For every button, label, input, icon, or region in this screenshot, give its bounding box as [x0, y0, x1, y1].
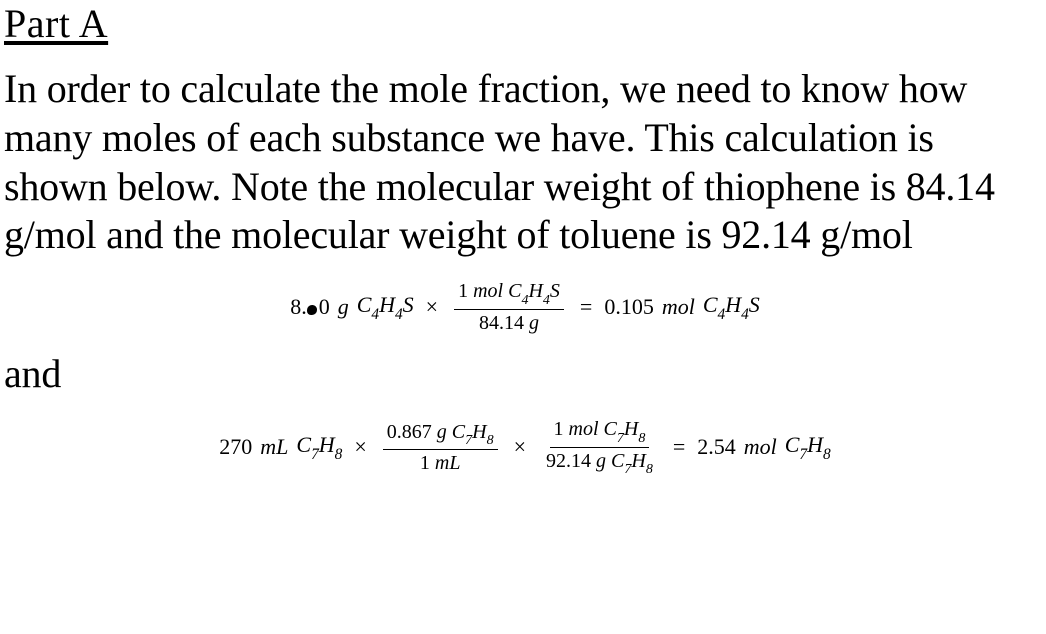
and-text: and	[4, 350, 1046, 399]
eq2-fraction-2: 1 mol C7H8 92.14 g C7H8	[542, 418, 657, 476]
eq1-rhs-value: 0.105	[604, 294, 654, 320]
eq2-fraction-1: 0.867 g C7H8 1 mL	[383, 421, 498, 474]
eq2-lhs-value: 270	[219, 434, 252, 460]
times-symbol: ×	[350, 434, 370, 460]
eq2-rhs-species: C7H8	[785, 432, 831, 462]
eq1-rhs-unit: mol	[662, 294, 695, 320]
times-symbol: ×	[422, 294, 442, 320]
eq2-f1-den-unit: mL	[435, 452, 461, 474]
intro-paragraph: In order to calculate the mole fraction,…	[4, 65, 1046, 260]
eq1-lhs-value: 8.0	[290, 294, 330, 320]
eq2-rhs-unit: mol	[744, 434, 777, 460]
eq1-lhs-unit-g: g	[338, 294, 349, 320]
eq2-f1-num-unit: g	[437, 421, 447, 443]
eq2-f2-num-species: C7H8	[604, 418, 646, 440]
eq1-fraction: 1 mol C4H4S 84.14 g	[454, 280, 564, 333]
eq1-den-val: 84.14	[479, 312, 524, 334]
eq2-rhs-value: 2.54	[697, 434, 736, 460]
eq1-den-unit: g	[529, 312, 539, 334]
eq2-f2-num-unit: mol	[569, 418, 599, 440]
eq2-f2-den-species: C7H8	[611, 450, 653, 472]
eq1-num-species: C4H4S	[508, 280, 560, 302]
equals-symbol: =	[669, 434, 689, 460]
ink-blot-icon	[307, 305, 317, 315]
eq2-f1-den-val: 1	[420, 452, 430, 474]
part-title: Part A	[4, 0, 1046, 47]
eq2-f2-den-val: 92.14	[546, 450, 591, 472]
eq2-f1-num-species: C7H8	[452, 421, 494, 443]
times-symbol: ×	[510, 434, 530, 460]
eq1-rhs-species: C4H4S	[703, 292, 760, 322]
eq1-species-lhs: C4H4S	[357, 292, 414, 322]
eq2-f2-den-unit: g	[596, 450, 606, 472]
equation-toluene-moles: 270 mL C7H8 × 0.867 g C7H8 1 mL × 1 mol …	[4, 418, 1046, 476]
eq2-species-lhs: C7H8	[296, 432, 342, 462]
eq1-num-unit: mol	[473, 280, 503, 302]
eq2-f1-num-val: 0.867	[387, 421, 432, 443]
eq2-lhs-unit: mL	[260, 434, 288, 460]
equation-thiophene-moles: 8.0 g C4H4S × 1 mol C4H4S 84.14 g = 0.10…	[4, 280, 1046, 333]
eq2-f2-num-val: 1	[554, 418, 564, 440]
equals-symbol: =	[576, 294, 596, 320]
eq1-num-val: 1	[458, 280, 468, 302]
